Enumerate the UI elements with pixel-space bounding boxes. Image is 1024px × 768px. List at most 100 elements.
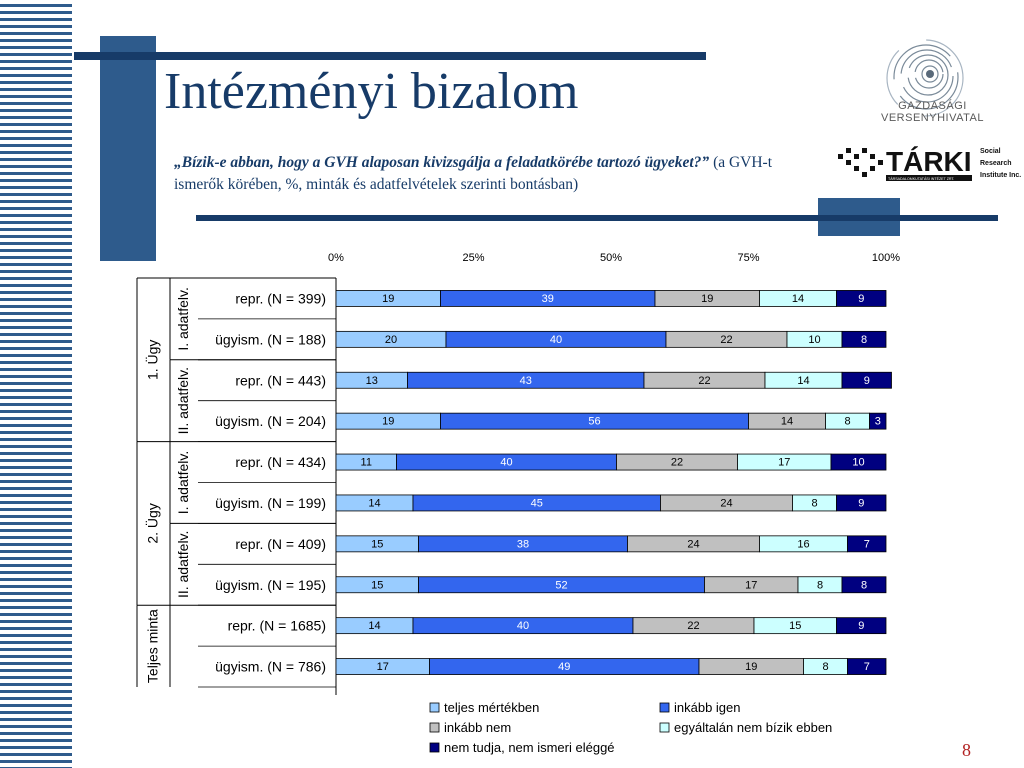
data-label: 40 [550, 334, 562, 346]
bar-segment [869, 412, 887, 430]
data-label: 22 [720, 334, 732, 346]
data-label: 17 [377, 661, 389, 673]
data-label: 19 [745, 661, 757, 673]
category-label: repr. (N = 434) [235, 454, 326, 470]
data-label: 14 [792, 293, 804, 305]
data-label: 15 [789, 620, 801, 632]
legend-label: inkább nem [444, 720, 511, 735]
data-label: 14 [797, 375, 809, 387]
data-label: 22 [671, 457, 683, 469]
group-label: 2. Ügy [144, 503, 161, 543]
data-label: 14 [368, 497, 380, 509]
question-note: (a GVH-t ismerők körében, %, minták és a… [174, 154, 773, 193]
category-label: repr. (N = 399) [235, 290, 326, 306]
data-label: 3 [875, 416, 881, 428]
category-label: ügyism. (N = 199) [215, 495, 326, 511]
tarki-logo-side1: Social [980, 148, 1001, 155]
data-label: 19 [382, 293, 394, 305]
data-label: 8 [822, 661, 828, 673]
tarki-logo: TÁRKI TÁRSADALOMKUTATÁSI INTÉZET ZRT. So… [838, 146, 1021, 181]
data-label: 38 [517, 538, 529, 550]
data-label: 22 [698, 375, 710, 387]
subgroup-label: II. adatfelv. [175, 367, 191, 434]
x-tick-label: 50% [600, 252, 622, 264]
bar-segment [841, 371, 892, 389]
gvh-logo-line2: VERSENYHIVATAL [881, 112, 984, 124]
data-label: 17 [778, 457, 790, 469]
data-label: 24 [687, 538, 699, 550]
legend-label: nem tudja, nem ismeri eléggé [444, 740, 615, 755]
gvh-logo-spiral-icon [886, 39, 964, 117]
data-label: 8 [811, 497, 817, 509]
tarki-pixel-icon [838, 148, 883, 177]
category-label: repr. (N = 443) [235, 372, 326, 388]
group-label: Teljes minta [145, 609, 161, 683]
question-text: „Bízik-e abban, hogy a GVH alaposan kivi… [174, 154, 710, 171]
data-label: 24 [720, 497, 732, 509]
data-label: 16 [797, 538, 809, 550]
category-label: ügyism. (N = 188) [215, 331, 326, 347]
x-tick-label: 25% [462, 252, 484, 264]
data-label: 7 [864, 538, 870, 550]
category-label: ügyism. (N = 204) [215, 413, 326, 429]
data-label: 40 [500, 457, 512, 469]
data-label: 8 [844, 416, 850, 428]
data-label: 15 [371, 579, 383, 591]
category-label: repr. (N = 409) [235, 536, 326, 552]
subgroup-label: I. adatfelv. [175, 287, 191, 351]
data-label: 10 [852, 457, 864, 469]
x-tick-label: 100% [872, 252, 900, 264]
tarki-logo-side3: Institute Inc. [980, 172, 1021, 179]
gvh-logo-line1: GAZDASÁGI [898, 100, 967, 112]
survey-question: „Bízik-e abban, hogy a GVH alaposan kivi… [174, 152, 794, 196]
bar-segment [830, 453, 887, 471]
data-label: 14 [781, 416, 793, 428]
tarki-logo-name: TÁRKI [886, 146, 972, 177]
subgroup-label: I. adatfelv. [175, 451, 191, 515]
x-tick-label: 0% [328, 252, 344, 264]
data-label: 15 [371, 538, 383, 550]
legend-label: egyáltalán nem bízik ebben [674, 720, 832, 735]
data-label: 22 [687, 620, 699, 632]
legend-swatch [659, 702, 670, 713]
data-label: 17 [745, 579, 757, 591]
data-label: 19 [382, 416, 394, 428]
legend-swatch [429, 722, 440, 733]
bar-segment [836, 290, 887, 307]
data-label: 56 [588, 416, 600, 428]
data-label: 9 [858, 293, 864, 305]
legend-label: teljes mértékben [444, 700, 539, 715]
category-label: ügyism. (N = 786) [215, 659, 326, 675]
accent-line [74, 52, 706, 60]
data-label: 8 [861, 334, 867, 346]
data-label: 8 [817, 579, 823, 591]
data-label: 43 [520, 375, 532, 387]
data-label: 13 [366, 375, 378, 387]
legend-label: inkább igen [674, 700, 741, 715]
data-label: 49 [558, 661, 570, 673]
data-label: 52 [555, 579, 567, 591]
data-label: 45 [531, 497, 543, 509]
accent-line-right [196, 215, 998, 221]
bar-segment [836, 494, 887, 512]
bar-segment [841, 576, 887, 594]
category-label: repr. (N = 1685) [228, 618, 326, 634]
page-number: 8 [962, 740, 971, 760]
slide-title: Intézményi bizalom [164, 63, 579, 120]
data-label: 8 [861, 579, 867, 591]
tarki-logo-side2: Research [980, 160, 1012, 167]
data-label: 39 [542, 293, 554, 305]
bar-segment [847, 658, 887, 675]
subgroup-label: II. adatfelv. [175, 531, 191, 598]
accent-rectangle [100, 36, 156, 261]
gvh-logo-text: GAZDASÁGI VERSENYHIVATAL [870, 100, 995, 124]
data-label: 7 [864, 661, 870, 673]
legend-swatch [429, 702, 440, 713]
data-label: 9 [858, 497, 864, 509]
group-label: 1. Ügy [144, 340, 161, 380]
bar-segment [847, 535, 887, 553]
data-label: 40 [517, 620, 529, 632]
data-label: 14 [368, 620, 380, 632]
data-label: 10 [808, 334, 820, 346]
